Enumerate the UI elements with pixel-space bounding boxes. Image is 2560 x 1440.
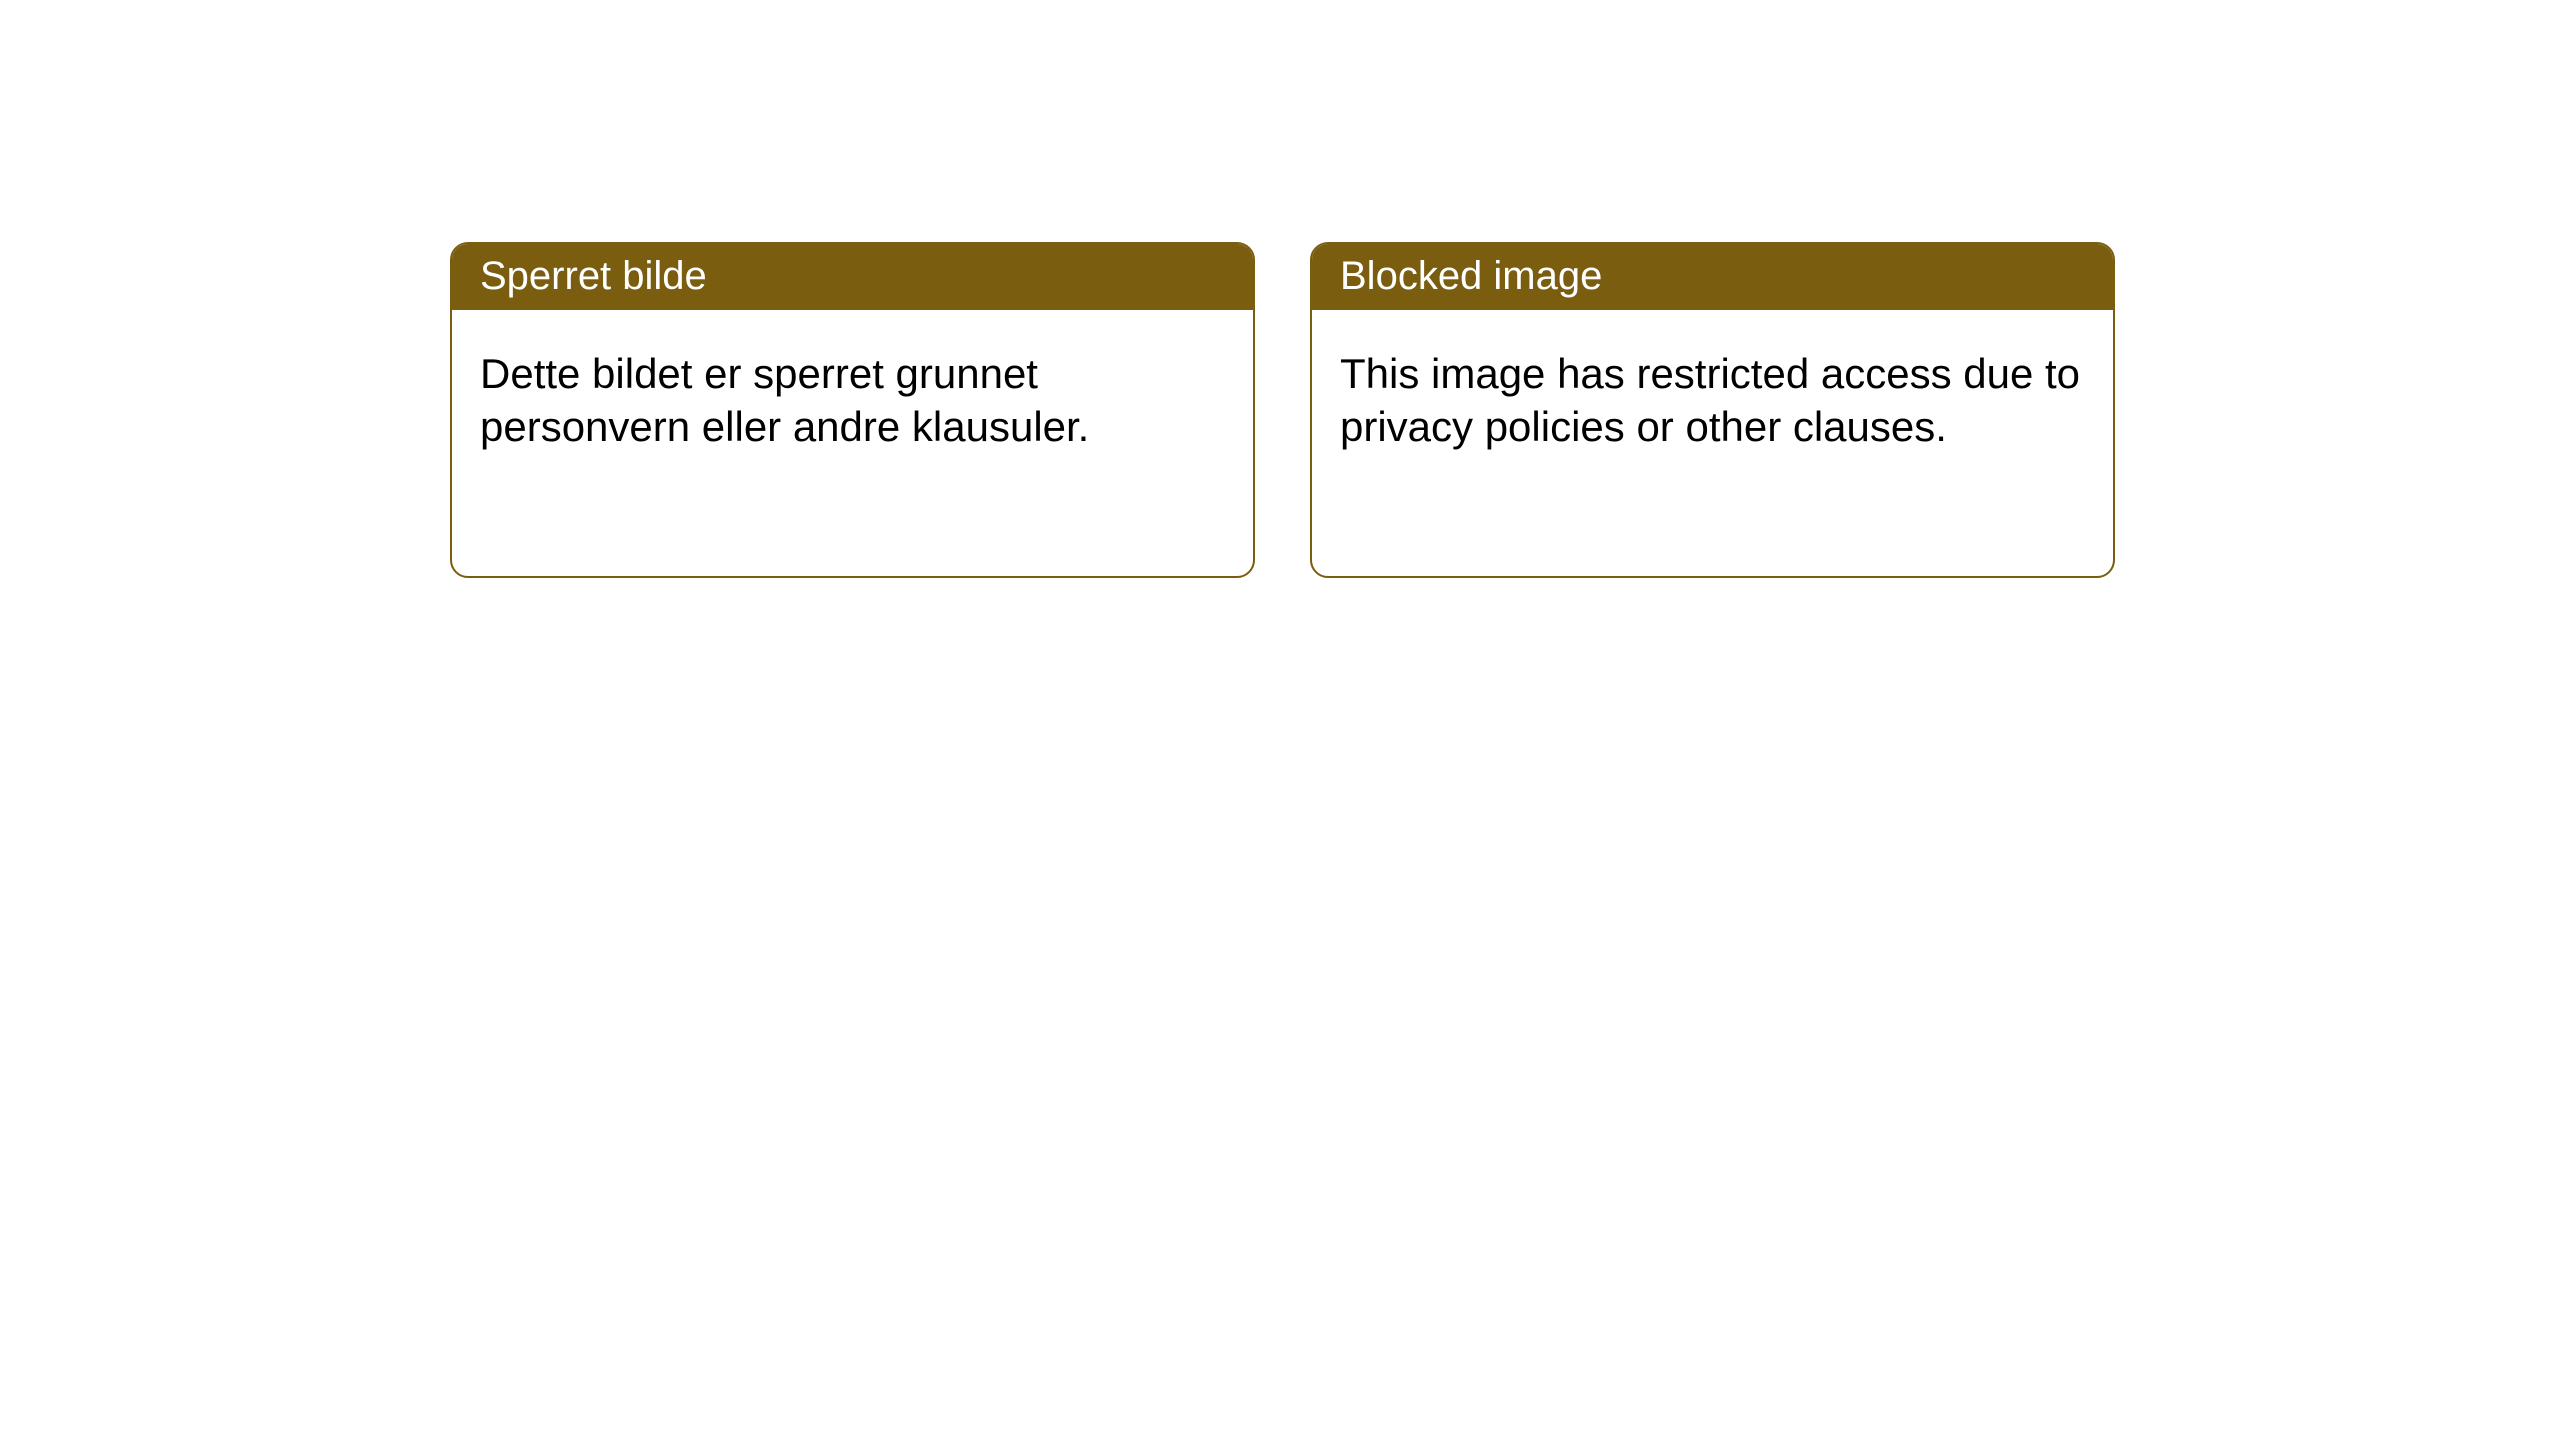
notice-box-english: Blocked image This image has restricted … [1310, 242, 2115, 578]
notice-box-norwegian: Sperret bilde Dette bildet er sperret gr… [450, 242, 1255, 578]
notice-body: This image has restricted access due to … [1312, 310, 2113, 481]
notice-container: Sperret bilde Dette bildet er sperret gr… [0, 0, 2560, 578]
notice-header: Sperret bilde [452, 244, 1253, 310]
notice-header: Blocked image [1312, 244, 2113, 310]
notice-body: Dette bildet er sperret grunnet personve… [452, 310, 1253, 481]
